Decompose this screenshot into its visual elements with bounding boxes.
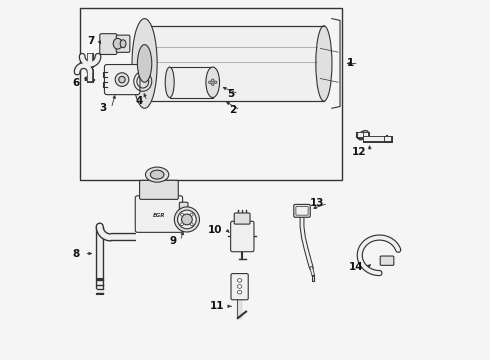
Text: 8: 8 [73, 248, 80, 258]
FancyBboxPatch shape [104, 64, 140, 95]
FancyBboxPatch shape [140, 180, 178, 199]
Text: 9: 9 [169, 236, 176, 246]
Text: 1: 1 [347, 58, 354, 68]
FancyBboxPatch shape [234, 213, 250, 224]
Ellipse shape [177, 210, 196, 229]
Bar [145, 26, 324, 101]
Text: 14: 14 [349, 262, 364, 272]
Ellipse shape [115, 73, 129, 86]
Text: EGR: EGR [153, 213, 165, 218]
FancyBboxPatch shape [231, 274, 248, 300]
Ellipse shape [181, 223, 184, 226]
Ellipse shape [137, 26, 153, 101]
FancyBboxPatch shape [380, 256, 394, 265]
Bar [170, 67, 213, 98]
Ellipse shape [212, 79, 214, 81]
Text: 11: 11 [210, 301, 224, 311]
Ellipse shape [137, 45, 152, 82]
Ellipse shape [238, 291, 242, 294]
Text: 13: 13 [309, 198, 324, 208]
FancyBboxPatch shape [294, 204, 310, 217]
Ellipse shape [146, 167, 169, 182]
Ellipse shape [316, 26, 332, 101]
Text: 12: 12 [352, 147, 366, 157]
Text: 2: 2 [229, 105, 236, 115]
Ellipse shape [120, 40, 126, 48]
FancyBboxPatch shape [135, 196, 183, 232]
FancyBboxPatch shape [100, 34, 117, 54]
Ellipse shape [206, 67, 220, 98]
Ellipse shape [165, 67, 174, 98]
Ellipse shape [209, 81, 211, 84]
Ellipse shape [181, 213, 184, 216]
Ellipse shape [190, 223, 193, 226]
Ellipse shape [150, 170, 164, 179]
Text: 10: 10 [208, 225, 222, 235]
Text: 5: 5 [227, 89, 234, 99]
Ellipse shape [174, 207, 199, 232]
FancyBboxPatch shape [231, 221, 254, 252]
Bar [80, 8, 342, 180]
Ellipse shape [238, 285, 242, 288]
Text: 3: 3 [99, 103, 107, 113]
FancyBboxPatch shape [116, 35, 130, 52]
Text: 6: 6 [73, 78, 80, 88]
Text: 4: 4 [135, 96, 143, 106]
FancyBboxPatch shape [296, 207, 308, 215]
Text: 7: 7 [88, 36, 95, 46]
Ellipse shape [238, 279, 242, 282]
Ellipse shape [214, 81, 217, 84]
Ellipse shape [190, 213, 193, 216]
Ellipse shape [119, 76, 125, 83]
Ellipse shape [132, 19, 157, 108]
Ellipse shape [113, 39, 122, 49]
Ellipse shape [181, 214, 192, 225]
FancyBboxPatch shape [179, 202, 188, 226]
Ellipse shape [212, 83, 214, 86]
